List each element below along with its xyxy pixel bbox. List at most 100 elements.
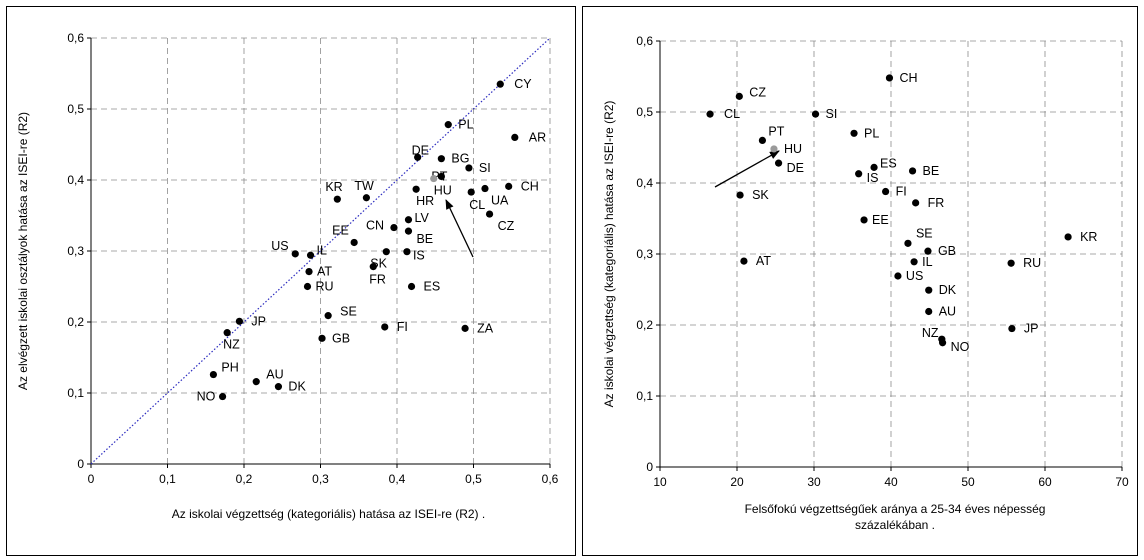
point-label-za: ZA (477, 321, 494, 335)
point-label-pt: PT (768, 124, 784, 138)
data-point-no (938, 339, 947, 347)
point-label-is: IS (413, 249, 425, 263)
point-label-ru: RU (1023, 256, 1041, 270)
point-label-ee: EE (872, 213, 889, 227)
y-tick-label: 0,3 (636, 247, 653, 261)
reference-diagonal-line (90, 37, 551, 465)
y-tick-label: 0,6 (67, 31, 84, 45)
x-tick-label: 0,1 (159, 472, 176, 486)
data-point-ua (481, 184, 489, 193)
point-label-nz: NZ (922, 326, 939, 340)
point-label-at: AT (317, 265, 332, 279)
data-point-es (407, 282, 416, 291)
point-label-jp: JP (251, 314, 266, 328)
data-point-cy (496, 80, 504, 88)
x-tick-label: 70 (1115, 475, 1129, 489)
data-point-pl (850, 129, 858, 137)
point-label-cz: CZ (749, 85, 766, 99)
data-point-sk (382, 248, 390, 256)
point-label-au: AU (266, 368, 283, 382)
point-label-cy: CY (514, 77, 532, 91)
data-point-pt (758, 136, 767, 144)
y-tick-label: 0,2 (67, 315, 84, 329)
point-label-gb: GB (938, 244, 956, 258)
point-label-cz: CZ (498, 219, 515, 233)
point-label-lv: LV (414, 211, 429, 225)
data-point-kr (1064, 233, 1072, 241)
data-point-hr (412, 185, 420, 193)
data-point-is (855, 170, 863, 178)
y-axis-title: Az iskolai végzettség (kategoriális) hat… (602, 101, 616, 408)
x-tick-label: 0,5 (465, 472, 482, 486)
data-point-fi (882, 187, 890, 196)
data-point-se (324, 312, 332, 320)
data-point-gb (924, 247, 932, 255)
data-point-cl (706, 110, 714, 118)
point-label-es: ES (424, 280, 441, 294)
data-point-au (252, 378, 260, 386)
point-label-se: SE (340, 305, 357, 319)
data-point-de (774, 159, 783, 167)
point-label-sk: SK (752, 188, 769, 202)
data-point-ph (209, 370, 217, 379)
y-tick-label: 0,3 (67, 244, 84, 258)
point-label-pl: PL (864, 126, 879, 140)
y-tick-label: 0 (646, 460, 653, 474)
point-label-pl: PL (458, 118, 473, 132)
x-tick-label: 0,4 (389, 472, 406, 486)
point-label-kr: KR (1080, 230, 1097, 244)
data-point-se (904, 239, 912, 247)
data-point-fr (369, 263, 377, 271)
point-label-hu: HU (784, 142, 802, 156)
x-tick-label: 20 (730, 475, 744, 489)
point-label-jp: JP (1024, 322, 1039, 336)
data-point-ch (505, 182, 513, 190)
x-tick-label: 0,3 (312, 472, 329, 486)
data-point-si (465, 164, 473, 172)
data-point-cz (735, 92, 743, 100)
data-point-cn (390, 223, 398, 232)
highlight-arrow (445, 199, 474, 258)
point-label-hu: HU (434, 184, 452, 198)
point-label-ua: UA (491, 194, 509, 208)
point-label-be: BE (923, 164, 940, 178)
point-label-de: DE (787, 161, 804, 175)
x-tick-label: 0 (88, 472, 95, 486)
y-axis-title: Az elvégzett iskolai osztályok hatása az… (16, 112, 30, 390)
point-label-kr: KR (325, 180, 342, 194)
point-label-no: NO (197, 390, 216, 404)
point-label-dk: DK (288, 380, 306, 394)
chart-panel-right: 0 0,1 0,2 0,3 0,4 0,5 0,6 10 20 30 40 50 60 70 CH CZ CL S… (582, 6, 1138, 556)
point-label-si: SI (826, 107, 838, 121)
data-point-au (925, 307, 933, 316)
point-label-ee: EE (332, 223, 349, 237)
x-tick-label: 0,6 (542, 472, 559, 486)
point-label-gb: GB (332, 331, 350, 345)
y-tick-label: 0,5 (636, 105, 653, 119)
point-label-fr: FR (369, 273, 386, 287)
data-point-si (811, 110, 820, 118)
data-point-sk (736, 191, 744, 199)
point-label-be: BE (416, 232, 433, 246)
scatter-chart-right: 0 0,1 0,2 0,3 0,4 0,5 0,6 10 20 30 40 50 60 70 CH CZ CL S… (602, 34, 1129, 532)
data-point-bg (437, 155, 445, 163)
x-axis-title: Felsőfokú végzettségűek aránya a 25-34 é… (745, 502, 1046, 516)
point-label-cn: CN (366, 219, 384, 233)
data-point-at (305, 267, 313, 276)
point-label-bg: BG (451, 152, 469, 166)
data-point-ar (511, 133, 519, 141)
data-point-be (908, 167, 917, 175)
data-point-jp (1008, 324, 1016, 333)
point-label-se: SE (916, 226, 933, 240)
point-label-fi: FI (896, 185, 907, 199)
data-point-es (870, 163, 878, 171)
data-point-no (218, 392, 227, 401)
data-point-tw (362, 194, 370, 202)
y-tick-label: 0,1 (636, 389, 653, 403)
x-tick-label: 10 (653, 475, 667, 489)
data-point-us (291, 250, 299, 258)
y-tick-label: 0,6 (636, 34, 653, 48)
point-label-il: IL (922, 255, 932, 269)
x-tick-label: 0,2 (236, 472, 253, 486)
x-tick-label: 30 (807, 475, 821, 489)
